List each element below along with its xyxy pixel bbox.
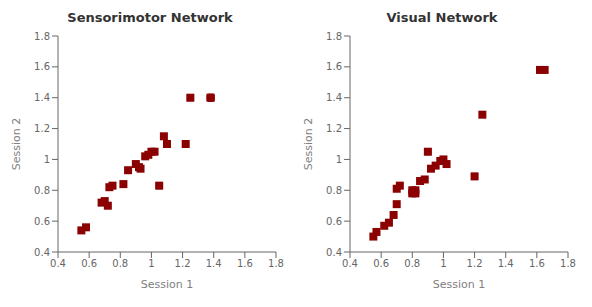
svg-text:1: 1 (44, 154, 50, 165)
svg-text:0.6: 0.6 (373, 258, 389, 269)
svg-text:0.8: 0.8 (112, 258, 128, 269)
html-text:Visual Network: Visual Network (386, 10, 498, 25)
svg-text:0.4: 0.4 (50, 258, 66, 269)
svg-text:1.6: 1.6 (237, 258, 253, 269)
svg-text:1.6: 1.6 (326, 61, 342, 72)
svg-text:1.2: 1.2 (467, 258, 483, 269)
svg-text:Session 1: Session 1 (433, 278, 485, 291)
svg-text:1.8: 1.8 (326, 31, 342, 42)
svg-text:0.6: 0.6 (326, 216, 342, 227)
svg-text:Session 2: Session 2 (10, 118, 23, 170)
svg-text:1: 1 (148, 258, 154, 269)
svg-text:1.6: 1.6 (529, 258, 545, 269)
svg-text:0.6: 0.6 (81, 258, 97, 269)
svg-text:1.8: 1.8 (34, 31, 50, 42)
svg-text:0.8: 0.8 (404, 258, 420, 269)
svg-text:1.4: 1.4 (326, 92, 342, 103)
svg-text:0.4: 0.4 (342, 258, 358, 269)
svg-text:0.4: 0.4 (326, 247, 342, 258)
svg-text:1.4: 1.4 (34, 92, 50, 103)
html-text:Sensorimotor Network: Sensorimotor Network (67, 10, 233, 25)
svg-text:1.2: 1.2 (175, 258, 191, 269)
svg-text:1: 1 (336, 154, 342, 165)
svg-text:1.8: 1.8 (560, 258, 576, 269)
svg-text:1.2: 1.2 (326, 123, 342, 134)
svg-text:0.8: 0.8 (34, 185, 50, 196)
svg-text:0.8: 0.8 (326, 185, 342, 196)
svg-text:1.4: 1.4 (498, 258, 514, 269)
svg-text:1.8: 1.8 (268, 258, 284, 269)
svg-text:Session 1: Session 1 (141, 278, 193, 291)
svg-text:0.6: 0.6 (34, 216, 50, 227)
svg-text:1.6: 1.6 (34, 61, 50, 72)
svg-text:Session 2: Session 2 (302, 118, 315, 170)
svg-text:1.4: 1.4 (206, 258, 222, 269)
svg-text:1: 1 (440, 258, 446, 269)
svg-text:0.4: 0.4 (34, 247, 50, 258)
svg-text:1.2: 1.2 (34, 123, 50, 134)
